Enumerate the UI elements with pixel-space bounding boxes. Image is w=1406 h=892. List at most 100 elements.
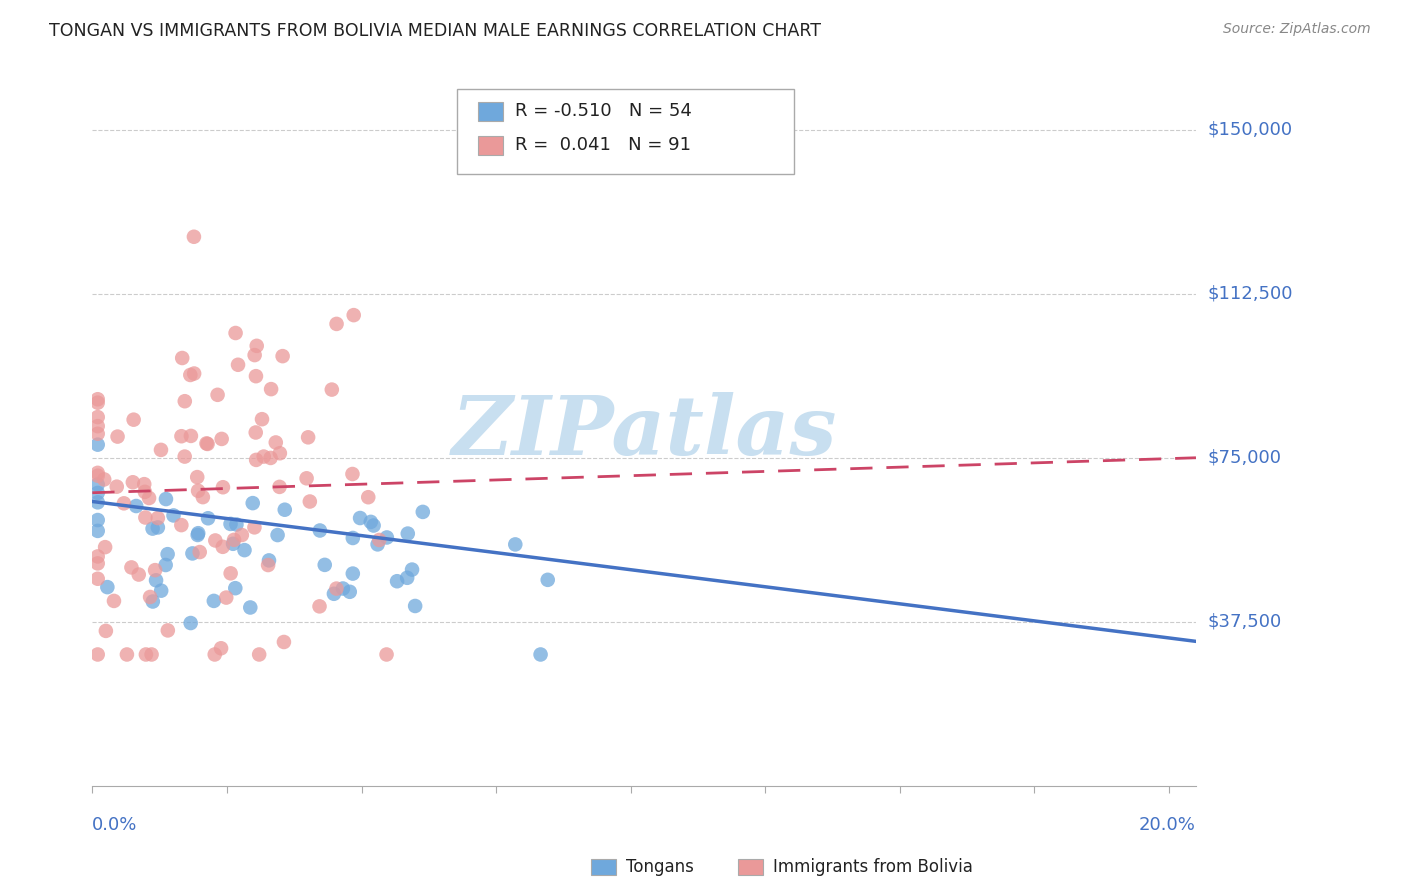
Point	[222, 537, 245, 551]
Point	[325, 317, 347, 331]
Point	[309, 524, 332, 538]
Point	[150, 583, 173, 598]
Point	[332, 582, 354, 596]
Point	[271, 349, 294, 363]
Point	[207, 388, 229, 402]
Point	[269, 480, 291, 494]
Text: 20.0%: 20.0%	[1139, 816, 1197, 834]
Point	[135, 648, 157, 662]
Point	[197, 437, 219, 451]
Point	[115, 648, 138, 662]
Point	[86, 524, 108, 538]
Point	[94, 624, 117, 638]
Point	[225, 326, 247, 340]
Point	[181, 546, 204, 560]
Point	[396, 571, 419, 585]
Point	[503, 537, 526, 551]
Point	[191, 490, 214, 504]
Point	[342, 566, 364, 581]
Point	[187, 483, 209, 498]
Point	[243, 520, 266, 534]
Point	[142, 594, 165, 608]
Text: $112,500: $112,500	[1208, 285, 1292, 302]
Point	[243, 348, 266, 362]
Point	[86, 495, 108, 509]
Point	[529, 648, 551, 662]
Point	[368, 533, 391, 547]
Point	[187, 526, 209, 541]
Point	[180, 615, 202, 630]
Point	[156, 624, 179, 638]
Point	[257, 553, 280, 567]
Point	[396, 526, 419, 541]
Point	[86, 486, 108, 500]
Point	[172, 351, 194, 365]
Point	[134, 477, 156, 491]
Point	[242, 496, 264, 510]
Point	[142, 522, 165, 536]
Point	[343, 308, 366, 322]
Point	[103, 594, 125, 608]
Point	[120, 560, 142, 574]
Point	[155, 558, 177, 572]
Point	[260, 382, 283, 396]
Point	[86, 513, 108, 527]
Point	[138, 491, 160, 505]
Point	[173, 394, 195, 409]
Point	[325, 582, 347, 596]
Point	[125, 499, 148, 513]
Point	[245, 453, 267, 467]
Point	[86, 557, 108, 571]
Point	[274, 502, 297, 516]
Point	[342, 467, 364, 481]
Point	[226, 358, 249, 372]
Point	[156, 547, 179, 561]
Point	[170, 429, 193, 443]
Point	[86, 437, 108, 451]
Point	[219, 516, 242, 531]
Text: R = -0.510   N = 54: R = -0.510 N = 54	[515, 103, 692, 120]
Point	[246, 339, 269, 353]
Point	[367, 537, 389, 551]
Point	[250, 412, 273, 426]
Point	[247, 648, 270, 662]
Point	[155, 491, 177, 506]
Text: $75,000: $75,000	[1208, 449, 1281, 467]
Point	[211, 540, 233, 554]
Point	[107, 429, 129, 443]
Point	[86, 466, 108, 480]
Point	[173, 450, 195, 464]
Point	[222, 533, 245, 547]
Point	[231, 528, 253, 542]
Point	[401, 563, 423, 577]
Point	[86, 392, 108, 407]
Point	[245, 369, 267, 384]
Point	[186, 470, 208, 484]
Text: $37,500: $37,500	[1208, 613, 1281, 631]
Point	[253, 450, 276, 464]
Point	[93, 472, 115, 486]
Point	[146, 511, 169, 525]
Point	[180, 429, 202, 443]
Point	[139, 590, 162, 604]
Point	[357, 490, 380, 504]
Point	[339, 584, 361, 599]
Point	[134, 510, 156, 524]
Point	[86, 648, 108, 662]
Point	[245, 425, 267, 440]
Point	[86, 419, 108, 434]
Point	[86, 572, 108, 586]
Text: Source: ZipAtlas.com: Source: ZipAtlas.com	[1223, 22, 1371, 37]
Point	[360, 515, 382, 529]
Point	[537, 573, 560, 587]
Point	[363, 518, 385, 533]
Point	[128, 567, 150, 582]
Point	[86, 549, 108, 564]
Point	[239, 600, 262, 615]
Point	[385, 574, 408, 589]
Point	[197, 511, 219, 525]
Point	[121, 475, 143, 490]
Point	[170, 518, 193, 533]
Point	[134, 484, 156, 499]
Point	[412, 505, 434, 519]
